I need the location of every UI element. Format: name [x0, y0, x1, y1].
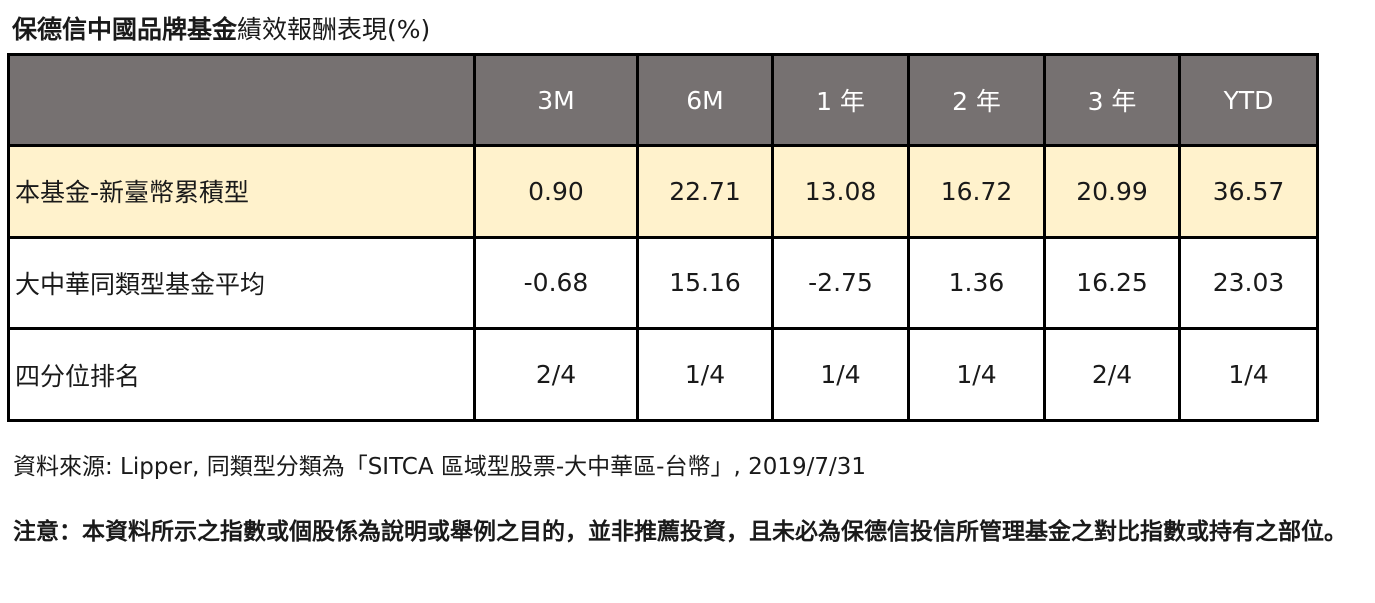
cell-3m: 2/4	[473, 327, 639, 422]
header-cell-ytd: YTD	[1178, 53, 1319, 147]
data-source-note: 資料來源: Lipper, 同類型分類為「SITCA 區域型股票-大中華區-台幣…	[13, 454, 867, 480]
header-cell-1y: 1 年	[771, 53, 910, 147]
cell-ytd: 1/4	[1178, 327, 1319, 422]
cell-6m: 22.71	[636, 144, 774, 239]
cell-1y: 1/4	[771, 327, 910, 422]
cell-6m: 15.16	[636, 235, 774, 331]
header-cell-6m: 6M	[636, 53, 774, 147]
cell-3m: -0.68	[473, 235, 639, 331]
page-title: 保德信中國品牌基金績效報酬表現(%)	[12, 14, 430, 46]
cell-3y: 20.99	[1043, 144, 1181, 239]
cell-2y: 1/4	[907, 327, 1046, 422]
disclaimer-note: 注意：本資料所示之指數或個股係為說明或舉例之目的，並非推薦投資，且未必為保德信投…	[13, 519, 1347, 545]
title-subject: 績效報酬表現(%)	[237, 15, 431, 44]
table-row-fund: 本基金-新臺幣累積型 0.90 22.71 13.08 16.72 20.99 …	[7, 144, 1319, 239]
header-cell-3m: 3M	[473, 53, 639, 147]
cell-ytd: 23.03	[1178, 235, 1319, 331]
cell-3y: 16.25	[1043, 235, 1181, 331]
row-label: 四分位排名	[7, 327, 476, 422]
table-row-quartile-rank: 四分位排名 2/4 1/4 1/4 1/4 2/4 1/4	[7, 327, 1319, 422]
cell-2y: 16.72	[907, 144, 1046, 239]
cell-3y: 2/4	[1043, 327, 1181, 422]
title-fund-name: 保德信中國品牌基金	[12, 15, 238, 44]
table-row-peer-average: 大中華同類型基金平均 -0.68 15.16 -2.75 1.36 16.25 …	[7, 235, 1319, 331]
row-label: 大中華同類型基金平均	[7, 235, 476, 331]
cell-2y: 1.36	[907, 235, 1046, 331]
cell-6m: 1/4	[636, 327, 774, 422]
table-header-row: 3M 6M 1 年 2 年 3 年 YTD	[7, 53, 1319, 147]
header-cell-2y: 2 年	[907, 53, 1046, 147]
cell-1y: -2.75	[771, 235, 910, 331]
header-cell-3y: 3 年	[1043, 53, 1181, 147]
performance-table: 3M 6M 1 年 2 年 3 年 YTD 本基金-新臺幣累積型 0.90 22…	[7, 53, 1319, 422]
header-cell-blank	[7, 53, 476, 147]
cell-ytd: 36.57	[1178, 144, 1319, 239]
row-label: 本基金-新臺幣累積型	[7, 144, 476, 239]
cell-3m: 0.90	[473, 144, 639, 239]
cell-1y: 13.08	[771, 144, 910, 239]
